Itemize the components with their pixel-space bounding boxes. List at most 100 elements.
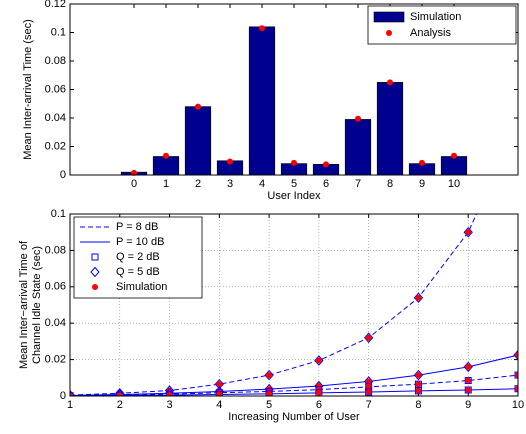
marker-dot xyxy=(365,378,372,385)
y-tick-label: 0.04 xyxy=(45,112,66,124)
marker-dot xyxy=(515,385,518,392)
y-tick-label: 0.04 xyxy=(45,317,66,329)
x-tick-label: 5 xyxy=(291,178,297,190)
y-tick-label: 0.06 xyxy=(45,83,66,95)
line xyxy=(70,374,518,396)
x-tick-label: 1 xyxy=(163,178,169,190)
x-tick-label: 8 xyxy=(387,178,393,190)
marker-diamond xyxy=(413,369,424,381)
marker-diamond xyxy=(363,332,374,344)
marker-dot xyxy=(465,386,472,393)
legend-swatch xyxy=(373,11,405,23)
marker-dot xyxy=(415,381,422,388)
plot-layer xyxy=(70,214,518,396)
marker-dot xyxy=(415,294,422,301)
axes-frame xyxy=(69,213,519,397)
x-tick-label: 3 xyxy=(227,178,233,190)
bar xyxy=(440,156,468,176)
marker-dot xyxy=(365,388,372,395)
marker-diamond xyxy=(314,355,324,366)
marker-dot xyxy=(70,392,73,396)
marker-dot xyxy=(259,25,265,32)
x-tick-label: 10 xyxy=(448,178,460,190)
legend-label: Analysis xyxy=(410,27,451,39)
y-tick-label: 0.12 xyxy=(45,0,66,10)
x-tick-label: 10 xyxy=(512,399,524,411)
marker-dot xyxy=(315,389,322,396)
line xyxy=(70,388,518,396)
legend-swatch xyxy=(386,30,392,36)
bar xyxy=(248,26,276,176)
marker-dot xyxy=(195,103,201,110)
x-tick-label: 8 xyxy=(415,399,421,411)
x-tick-label: 4 xyxy=(259,178,265,190)
x-tick-label: 9 xyxy=(419,178,425,190)
x-tick-label: 2 xyxy=(117,399,123,411)
marker-diamond xyxy=(90,266,100,278)
marker-dot xyxy=(116,392,123,396)
x-tick-label: 5 xyxy=(266,399,272,411)
bar xyxy=(376,82,404,176)
legend-label: Q = 5 dB xyxy=(116,266,160,278)
marker-dot xyxy=(266,390,273,396)
y-tick-label: 0.06 xyxy=(45,281,66,293)
x-tick-label: 2 xyxy=(195,178,201,190)
y-tick-label: 0.02 xyxy=(45,140,66,152)
marker-diamond xyxy=(513,349,518,361)
y-tick-label: 0 xyxy=(60,390,66,402)
bar xyxy=(152,156,180,176)
bar xyxy=(184,106,212,176)
marker-dot xyxy=(227,158,233,165)
x-tick-label: 9 xyxy=(465,399,471,411)
marker-dot xyxy=(131,169,137,176)
y-tick-label: 0.08 xyxy=(45,55,66,67)
marker-dot xyxy=(323,161,329,168)
marker-dot xyxy=(216,391,223,396)
marker-dot xyxy=(163,152,169,159)
marker-diamond xyxy=(463,226,473,238)
marker-dot xyxy=(365,383,372,390)
marker-dot xyxy=(419,159,425,166)
marker-dot xyxy=(365,334,372,341)
legend-label: Simulation xyxy=(410,11,461,23)
y-tick-label: 0.1 xyxy=(51,208,66,220)
x-tick-label: 3 xyxy=(166,399,172,411)
marker-square xyxy=(91,253,99,261)
legend-label: Q = 2 dB xyxy=(116,251,160,263)
marker-dot xyxy=(216,381,223,388)
marker-dot xyxy=(355,115,361,122)
marker-dot xyxy=(415,387,422,394)
marker-dot xyxy=(92,284,98,290)
legend-label: P = 8 dB xyxy=(116,221,158,233)
marker-dot xyxy=(291,159,297,166)
bar xyxy=(344,119,372,176)
marker-dot xyxy=(465,363,472,370)
marker-dot xyxy=(515,372,518,379)
x-tick-label: 1 xyxy=(67,399,73,411)
marker-diamond xyxy=(264,369,274,381)
marker-dot xyxy=(515,352,518,359)
y-tick-label: 0.1 xyxy=(51,26,66,38)
y-tick-label: 0.02 xyxy=(45,354,66,366)
x-tick-label: 0 xyxy=(131,178,137,190)
marker-dot xyxy=(451,152,457,159)
x-tick-label: 4 xyxy=(216,399,222,411)
axes-frame xyxy=(69,3,519,176)
y-axis-label: Mean Inter−arrival Time of xyxy=(18,240,30,369)
y-tick-label: 0 xyxy=(60,169,66,181)
marker-dot xyxy=(415,372,422,379)
marker-dot xyxy=(266,372,273,379)
legend-label: P = 10 dB xyxy=(116,236,164,248)
marker-diamond xyxy=(413,292,424,303)
marker-dot xyxy=(387,79,393,86)
y-axis-label: Mean Inter-arrival Time (sec) xyxy=(22,19,34,160)
marker-dot xyxy=(465,229,472,236)
x-axis-label: User Index xyxy=(267,190,321,202)
legend-label: Simulation xyxy=(116,281,167,293)
marker-diamond xyxy=(463,361,473,373)
x-tick-label: 6 xyxy=(316,399,322,411)
marker-dot xyxy=(315,357,322,364)
x-axis-label: Increasing Number of User xyxy=(228,411,360,423)
